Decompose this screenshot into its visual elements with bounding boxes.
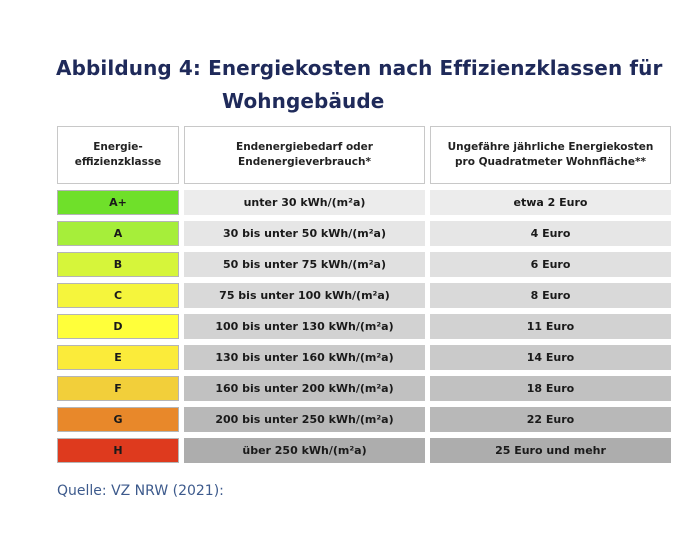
table-row: F 160 bis unter 200 kWh/(m²a) 18 Euro [57, 376, 671, 401]
energy-class-cell: E [57, 345, 179, 370]
energy-cost-cell: 6 Euro [430, 252, 671, 277]
table-row: A 30 bis unter 50 kWh/(m²a) 4 Euro [57, 221, 671, 246]
energy-demand-cell: 160 bis unter 200 kWh/(m²a) [184, 376, 425, 401]
table-row: A+ unter 30 kWh/(m²a) etwa 2 Euro [57, 190, 671, 215]
header-energy-demand: Endenergiebedarf oder Endenergieverbrauc… [184, 126, 425, 184]
energy-demand-cell: 200 bis unter 250 kWh/(m²a) [184, 407, 425, 432]
source-note: Quelle: VZ NRW (2021): [57, 483, 224, 499]
energy-class-cell: F [57, 376, 179, 401]
energy-demand-cell: 50 bis unter 75 kWh/(m²a) [184, 252, 425, 277]
table-row: G 200 bis unter 250 kWh/(m²a) 22 Euro [57, 407, 671, 432]
energy-class-cell: B [57, 252, 179, 277]
energy-class-cell: G [57, 407, 179, 432]
figure-title-line-2: Wohngebäude [222, 89, 385, 113]
figure-title-line-1: Abbildung 4: Energiekosten nach Effizien… [56, 56, 663, 80]
energy-demand-cell: 100 bis unter 130 kWh/(m²a) [184, 314, 425, 339]
energy-class-cell: A+ [57, 190, 179, 215]
energy-cost-cell: 11 Euro [430, 314, 671, 339]
energy-class-cell: D [57, 314, 179, 339]
energy-cost-cell: etwa 2 Euro [430, 190, 671, 215]
energy-class-cell: A [57, 221, 179, 246]
energy-class-cell: H [57, 438, 179, 463]
table-row: D 100 bis unter 130 kWh/(m²a) 11 Euro [57, 314, 671, 339]
energy-cost-cell: 22 Euro [430, 407, 671, 432]
energy-cost-cell: 8 Euro [430, 283, 671, 308]
energy-demand-cell: 30 bis unter 50 kWh/(m²a) [184, 221, 425, 246]
energy-demand-cell: 130 bis unter 160 kWh/(m²a) [184, 345, 425, 370]
energy-cost-cell: 14 Euro [430, 345, 671, 370]
energy-demand-cell: 75 bis unter 100 kWh/(m²a) [184, 283, 425, 308]
energy-demand-cell: unter 30 kWh/(m²a) [184, 190, 425, 215]
energy-demand-cell: über 250 kWh/(m²a) [184, 438, 425, 463]
header-energy-costs: Ungefähre jährliche Energiekosten pro Qu… [430, 126, 671, 184]
energy-cost-cell: 25 Euro und mehr [430, 438, 671, 463]
energy-class-cell: C [57, 283, 179, 308]
header-energy-class: Energie- effizienzklasse [57, 126, 179, 184]
table-row: C 75 bis unter 100 kWh/(m²a) 8 Euro [57, 283, 671, 308]
table-row: B 50 bis unter 75 kWh/(m²a) 6 Euro [57, 252, 671, 277]
energy-cost-cell: 18 Euro [430, 376, 671, 401]
table-row: E 130 bis unter 160 kWh/(m²a) 14 Euro [57, 345, 671, 370]
energy-cost-table: Energie- effizienzklasse Endenergiebedar… [57, 126, 671, 468]
energy-cost-cell: 4 Euro [430, 221, 671, 246]
